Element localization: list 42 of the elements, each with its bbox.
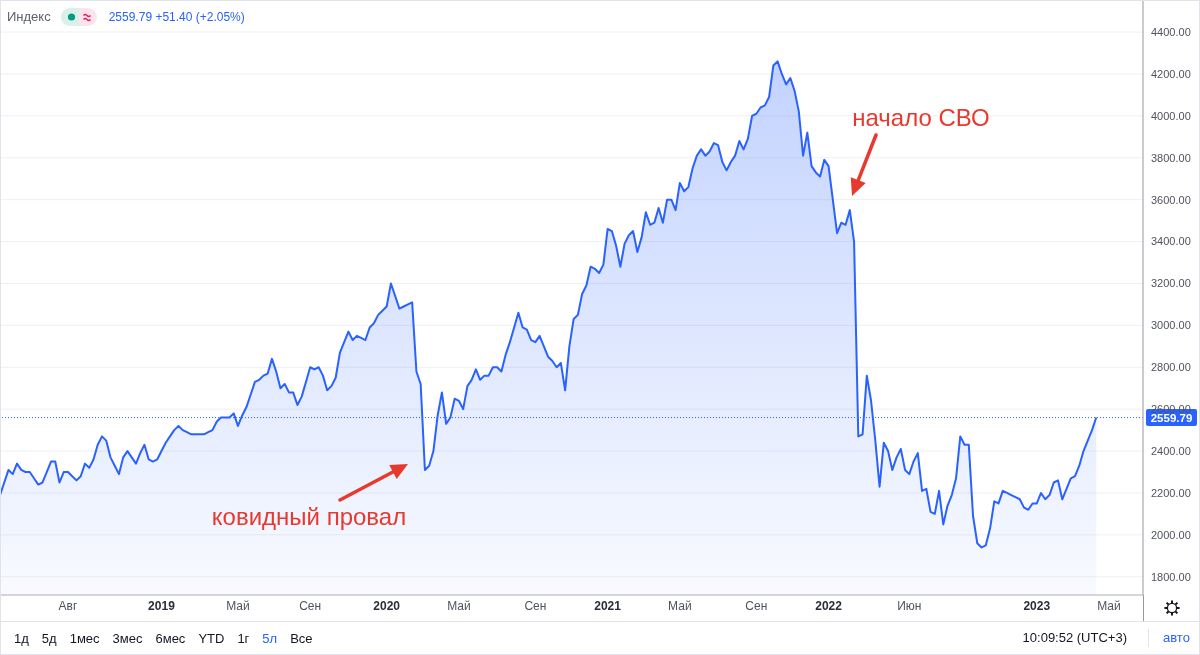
x-tick-label: 2022 — [815, 599, 843, 613]
y-tick-label: 4000.00 — [1151, 109, 1191, 122]
x-tick-label: Авг — [58, 599, 78, 613]
y-tick-label: 3400.00 — [1151, 235, 1191, 248]
text: 3мес — [112, 630, 143, 646]
x-tick-label: Май — [1097, 599, 1121, 613]
y-tick-label: 2400.00 — [1151, 444, 1191, 457]
annotation: начало СВО — [852, 104, 990, 131]
x-tick-label: Май — [668, 599, 692, 613]
y-tick-label: 3000.00 — [1151, 319, 1191, 332]
y-tick-label: 2000.00 — [1151, 528, 1191, 541]
y-tick-label: 4400.00 — [1151, 25, 1191, 38]
text: 5д — [41, 630, 57, 646]
text: 1г — [237, 630, 250, 646]
y-tick-label: 3200.00 — [1151, 277, 1191, 290]
annotation: ковидный провал — [211, 503, 407, 530]
x-tick-label: Июн — [897, 599, 922, 613]
y-tick-label: 2200.00 — [1151, 486, 1191, 499]
x-tick-label: 2023 — [1023, 599, 1051, 613]
text: YTD — [198, 630, 225, 646]
text: 6мес — [155, 630, 186, 646]
x-tick-label: 2021 — [594, 599, 622, 613]
y-tick-label: 3600.00 — [1151, 193, 1191, 206]
text: 1д — [14, 630, 29, 646]
text: 2559.79 +51.40 (+2.05%) — [108, 9, 245, 24]
y-tick-label: 3800.00 — [1151, 151, 1191, 164]
x-tick-label: Май — [447, 599, 471, 613]
text: Все — [290, 630, 313, 646]
x-tick-label: Сен — [299, 599, 322, 613]
x-tick-label: Май — [226, 599, 250, 613]
text: Индекс — [7, 9, 51, 24]
text: 5л — [262, 630, 278, 646]
x-tick-label: 2020 — [373, 599, 401, 613]
text: 10:09:52 (UTC+3) — [1022, 629, 1127, 647]
text: авто — [1163, 629, 1190, 647]
text: 1мес — [69, 630, 100, 646]
x-tick-label: 2019 — [148, 599, 176, 613]
x-tick-label: Сен — [745, 599, 768, 613]
y-tick-label: 1800.00 — [1151, 570, 1191, 583]
y-tick-label: 2800.00 — [1151, 361, 1191, 374]
y-tick-label: 4200.00 — [1151, 67, 1191, 80]
x-tick-label: Сен — [524, 599, 547, 613]
